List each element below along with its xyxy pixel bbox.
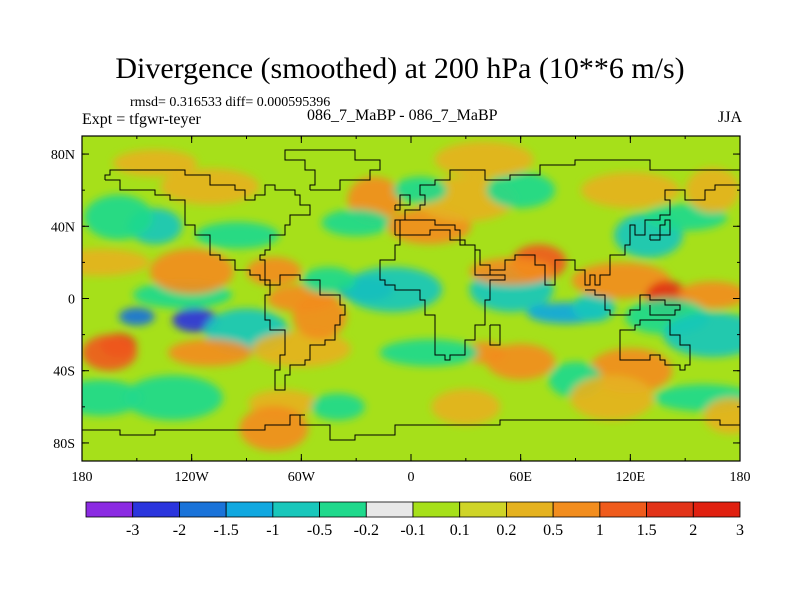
field-region-14	[149, 248, 234, 294]
colorbar-label-9: 0.5	[543, 522, 563, 539]
field-region-33	[678, 281, 740, 309]
coastline-7	[82, 414, 740, 441]
colorbar-label-2: -1.5	[213, 522, 238, 539]
comparison-label: 086_7_MaBP - 086_7_MaBP	[307, 107, 498, 124]
field-region-15	[82, 248, 150, 276]
coastline-8	[394, 194, 411, 211]
coastline-4	[394, 159, 740, 286]
colorbar-box-13	[692, 501, 741, 518]
field-region-7	[251, 331, 351, 368]
field-region-50	[570, 375, 655, 421]
colorbar-label-3: -1	[266, 522, 279, 539]
coastline-3	[379, 229, 506, 361]
colorbar-box-12	[646, 501, 694, 518]
colorbar-box-10	[552, 501, 601, 518]
coastline-9	[489, 324, 501, 346]
field-region-52	[703, 397, 740, 434]
colorbar-label-8: 0.2	[496, 522, 516, 539]
coastlines	[82, 149, 740, 441]
x-tick-label-3: 0	[408, 470, 415, 485]
colorbar-label-11: 1.5	[637, 522, 657, 539]
x-tick-label-5: 120E	[616, 470, 646, 485]
colorbar-box-9	[506, 501, 554, 518]
season-label: JJA	[717, 109, 742, 126]
colorbar-box-5	[319, 501, 367, 518]
colorbar: -3 -2 -1.5 -1 -0.5 -0.2 -0.1 0.1 0.2 0.5 1 1.5 2 3	[85, 501, 744, 539]
field-region-39	[379, 339, 479, 367]
x-tick-label-6: 180	[730, 470, 751, 485]
colorbar-label-7: 0.1	[450, 522, 470, 539]
y-tick-label-1: 40N	[51, 220, 75, 235]
field-region-43	[580, 172, 680, 209]
coastline-0	[104, 169, 311, 286]
field-region-47	[123, 375, 223, 421]
colorbar-label-6: -0.1	[400, 522, 425, 539]
field-region-11	[343, 266, 443, 312]
field-region-53	[239, 406, 309, 451]
field-region-30	[469, 257, 554, 285]
colorbar-label-1: -2	[173, 522, 186, 539]
colorbar-box-3	[225, 501, 274, 518]
x-tick-label-2: 60W	[288, 470, 316, 485]
colorbar-label-5: -0.2	[354, 522, 379, 539]
field-region-46	[82, 379, 143, 416]
field-region-21	[321, 209, 391, 237]
field-region-19	[160, 168, 260, 205]
coastline-5	[619, 319, 691, 371]
field-region-18	[195, 221, 280, 249]
colorbar-label-12: 2	[689, 522, 697, 539]
y-axis: 80N 40N 0 40S 80S	[51, 148, 740, 452]
stats-string: rmsd= 0.316533 diff= 0.000595396	[130, 95, 331, 110]
field-region-17	[84, 194, 154, 240]
field-region-55	[434, 141, 534, 178]
chart-title: Divergence (smoothed) at 200 hPa (10**6 …	[115, 52, 685, 85]
x-tick-label-1: 120W	[175, 470, 210, 485]
y-tick-label-3: 40S	[53, 365, 75, 380]
field-region-31	[571, 262, 671, 299]
field-region-5	[82, 334, 138, 371]
colorbar-box-6	[365, 501, 414, 518]
colorbar-label-4: -0.5	[307, 522, 332, 539]
x-tick-label-4: 60E	[509, 470, 532, 485]
colorbar-box-4	[272, 501, 320, 518]
colorbar-box-0	[85, 501, 134, 518]
field-region-37	[486, 343, 556, 380]
field-region-13	[246, 257, 302, 286]
colorbar-box-2	[179, 501, 227, 518]
colorbar-box-7	[412, 501, 461, 518]
field-region-48	[310, 393, 365, 421]
field-region-6	[167, 339, 252, 367]
experiment-label: Expt = tfgwr-teyer	[82, 111, 201, 128]
coastline-6	[585, 289, 681, 316]
y-tick-label-4: 80S	[53, 437, 75, 452]
colorbar-box-11	[599, 501, 647, 518]
colorbar-box-8	[459, 501, 507, 518]
colorbar-label-13: 3	[736, 522, 744, 539]
colorbar-label-10: 1	[596, 522, 604, 539]
coastline-10	[649, 219, 671, 241]
coastline-2	[264, 274, 346, 391]
field-region-35	[663, 312, 740, 358]
y-tick-label-0: 80N	[51, 148, 75, 163]
colorbar-box-1	[132, 501, 180, 518]
colorbar-label-0: -3	[126, 522, 139, 539]
field-region-0	[118, 307, 155, 326]
field-region-12	[301, 266, 356, 294]
x-tick-label-0: 180	[72, 470, 93, 485]
coastline-1	[284, 149, 381, 191]
field-region-25	[486, 172, 556, 209]
y-tick-label-2: 0	[68, 293, 75, 308]
x-axis: 180 120W 60W 0 60E 120E 180	[72, 136, 751, 485]
field-region-49	[431, 388, 501, 425]
